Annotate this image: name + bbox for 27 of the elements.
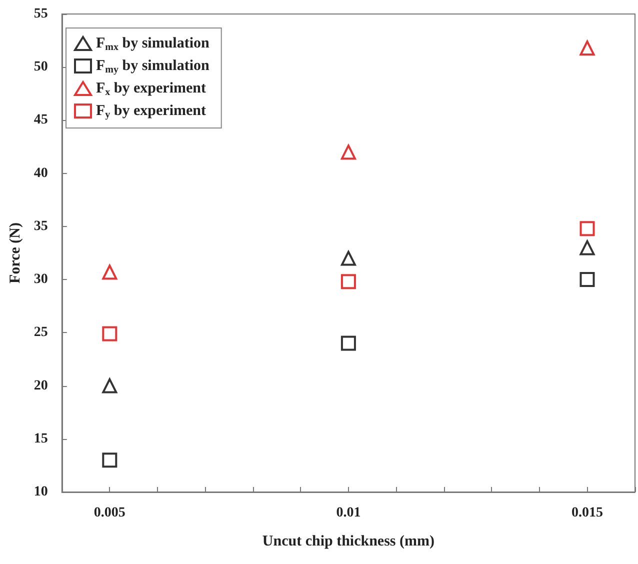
y-tick-label: 25: [34, 325, 48, 340]
point: [340, 336, 356, 351]
y-tick-label: 15: [34, 431, 48, 446]
point: [102, 452, 118, 468]
x-tick-label: 0.015: [571, 506, 603, 520]
y-tick-label: 20: [34, 378, 48, 394]
x-axis-title: Uncut chip thickness (mm): [262, 534, 434, 550]
x-tick-label: 0.01: [336, 506, 361, 520]
y-tick-label: 30: [34, 272, 48, 288]
y-tick-label: 50: [34, 60, 48, 75]
point: [102, 326, 118, 342]
point: [340, 250, 356, 266]
point: [340, 144, 356, 160]
y-tick-label: 40: [34, 166, 48, 181]
point: [580, 272, 595, 288]
y-tick-label: 35: [34, 218, 48, 234]
point: [580, 240, 595, 256]
y-axis-title: Force (N): [8, 222, 24, 284]
point: [102, 264, 118, 280]
y-tick-label: 55: [34, 6, 48, 22]
y-tick-label: 45: [34, 112, 48, 128]
y-tick-label: 10: [34, 484, 48, 500]
point: [580, 221, 595, 236]
point: [340, 274, 356, 290]
point: [102, 378, 118, 394]
point: [580, 40, 595, 56]
x-tick-label: 0.005: [94, 506, 126, 520]
